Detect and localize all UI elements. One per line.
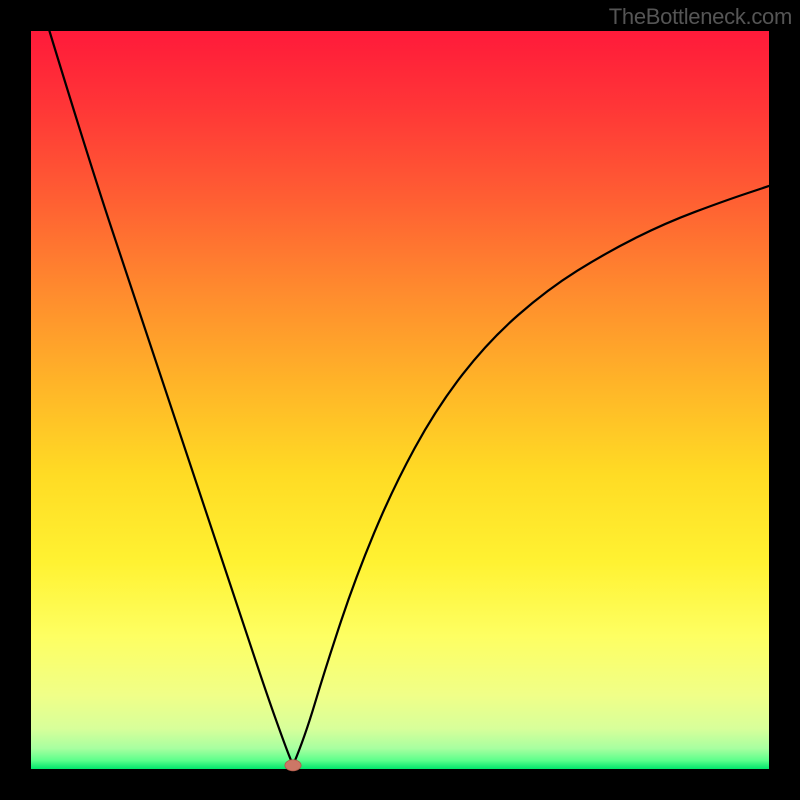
minimum-marker — [285, 760, 301, 771]
chart-gradient-background — [31, 31, 769, 769]
chart-container: TheBottleneck.com — [0, 0, 800, 800]
watermark-text: TheBottleneck.com — [609, 4, 792, 30]
bottleneck-chart — [0, 0, 800, 800]
